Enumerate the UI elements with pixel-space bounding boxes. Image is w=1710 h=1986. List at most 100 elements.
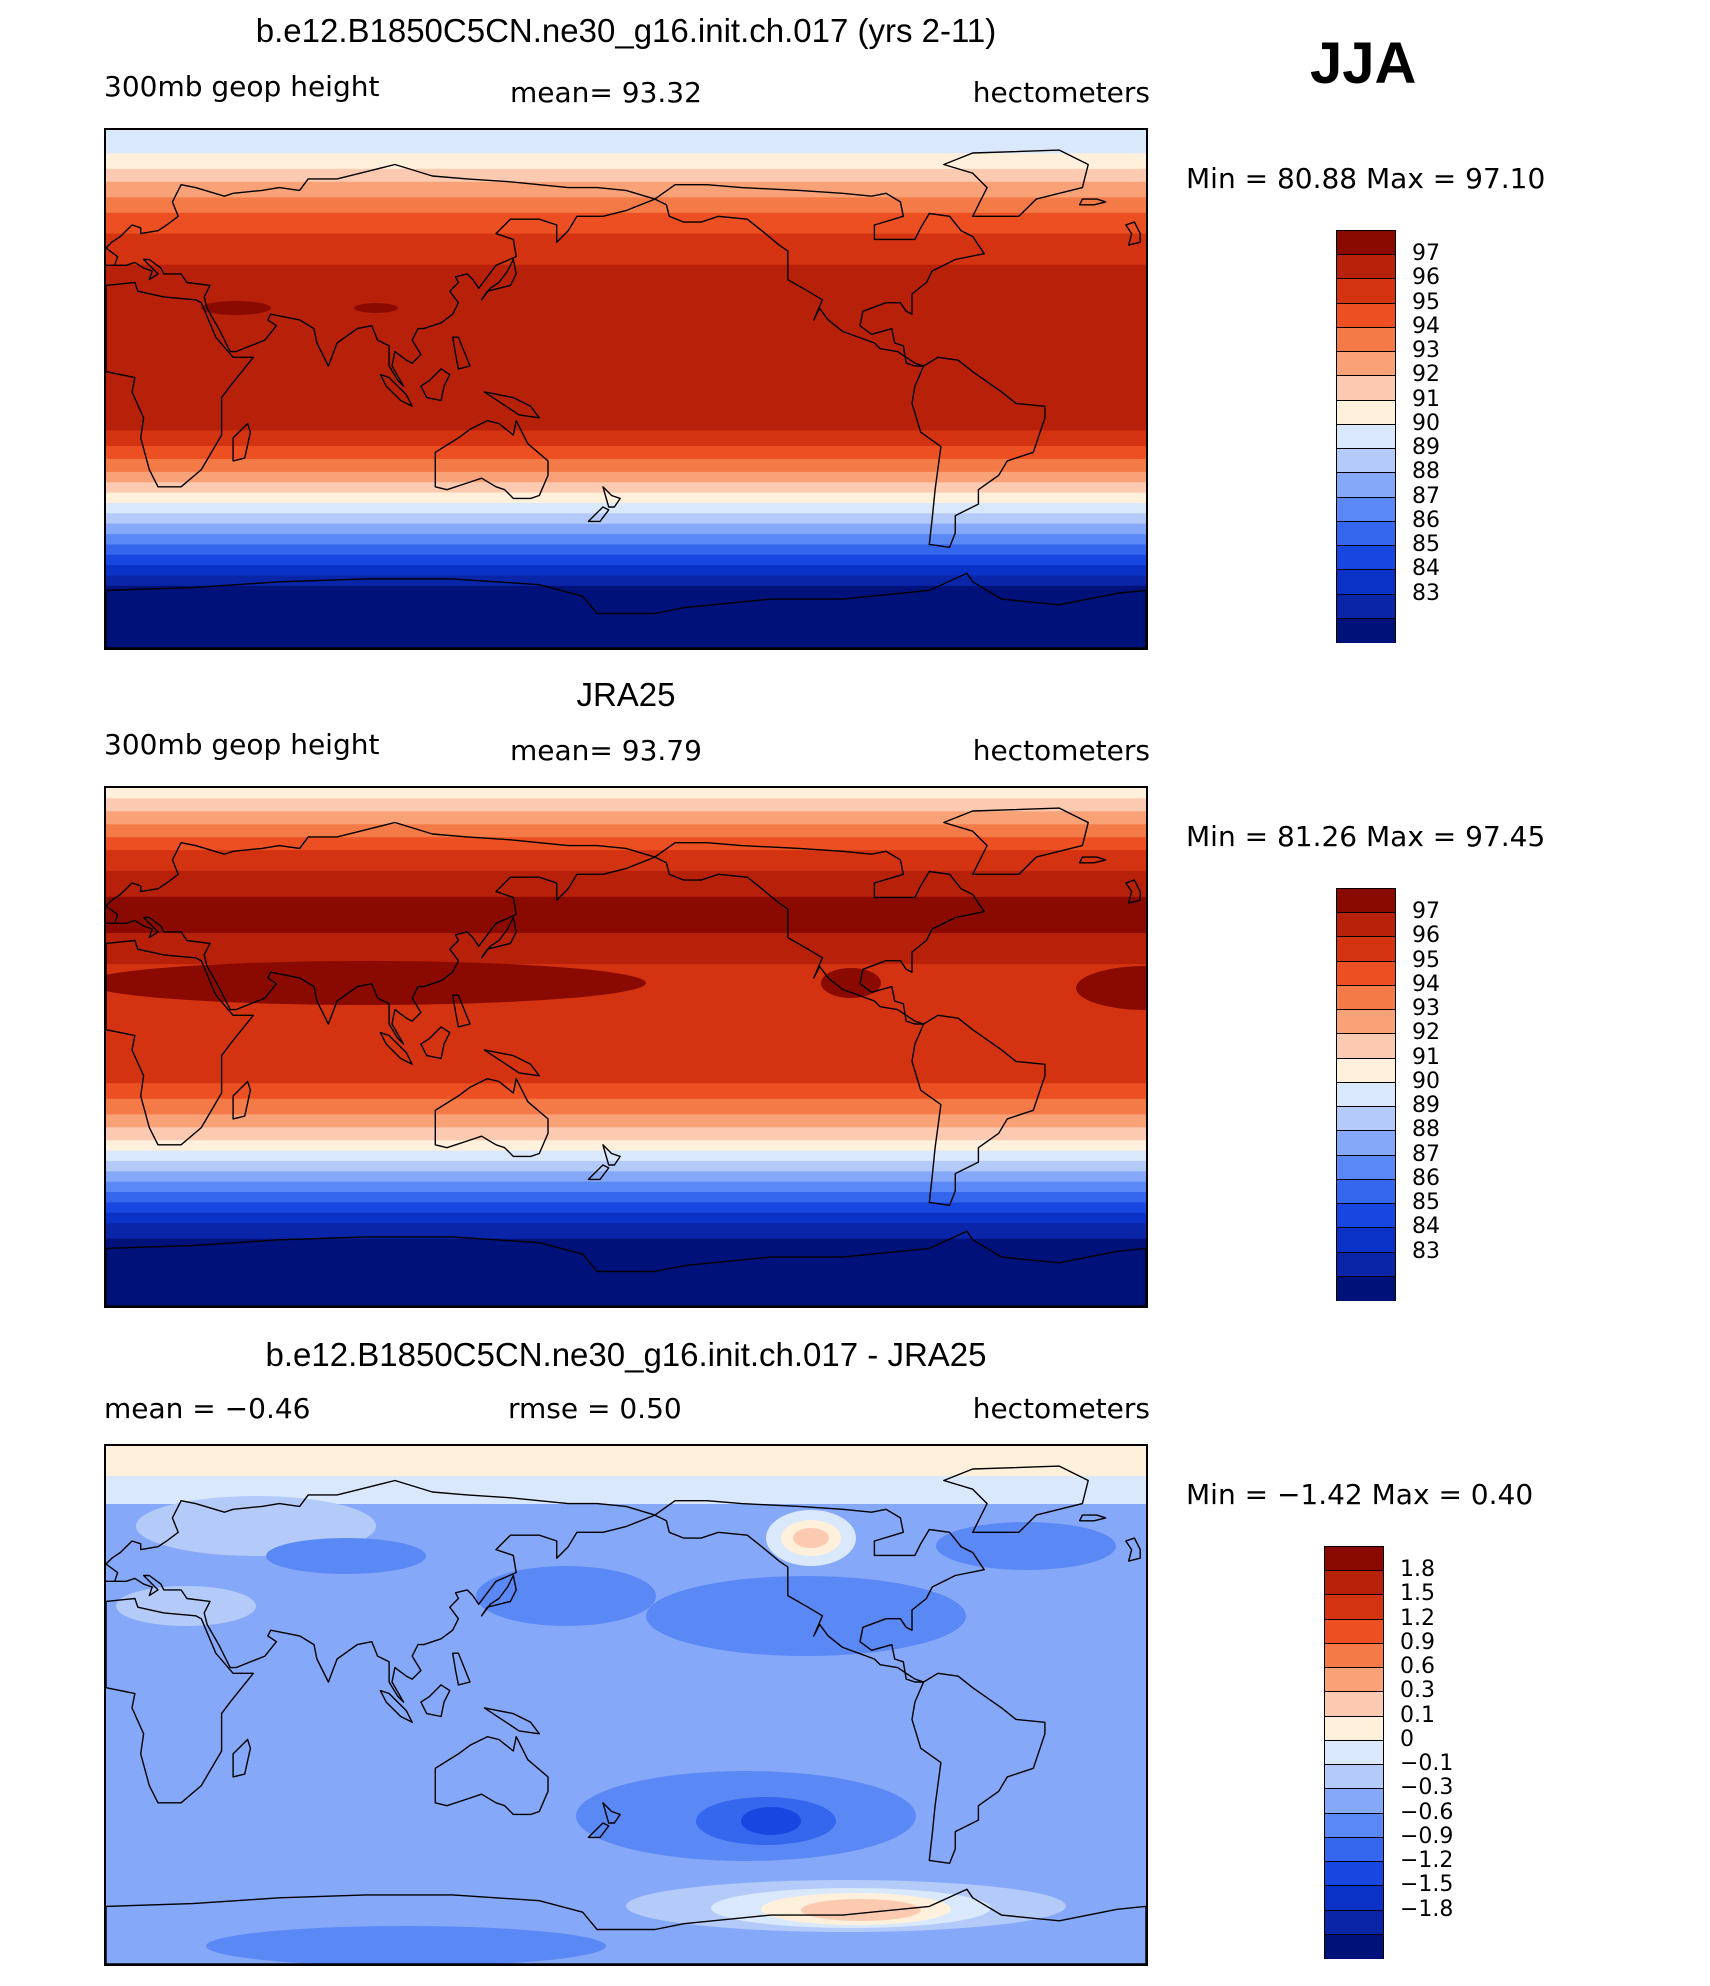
contour-band: [106, 585, 1146, 648]
colorbar-swatch: [1336, 545, 1396, 571]
contour-band: [354, 303, 398, 313]
colorbar-label: 89: [1412, 435, 1440, 461]
colorbar-swatch: [1336, 888, 1396, 914]
colorbar-label: 96: [1412, 265, 1440, 291]
colorbar-label: 0.1: [1400, 1702, 1435, 1728]
colorbar-swatch: [1336, 1154, 1396, 1180]
contour-band: [106, 811, 1146, 826]
contour-band: [106, 492, 1146, 504]
coastline: [420, 1026, 451, 1060]
panel1-minmax: Min = 80.88 Max = 97.10: [1186, 162, 1546, 195]
coastline: [106, 1230, 1146, 1306]
coastline: [1125, 221, 1141, 246]
colorbar-label: 87: [1412, 1141, 1440, 1167]
colorbar-label: 86: [1412, 507, 1440, 533]
colorbar-label: 84: [1412, 1214, 1440, 1240]
colorbar-label: −0.1: [1400, 1751, 1454, 1777]
colorbar-swatch: [1336, 912, 1396, 938]
colorbar-swatch: [1336, 351, 1396, 377]
colorbar-swatch: [1336, 1203, 1396, 1229]
colorbar-label: 95: [1412, 289, 1440, 315]
colorbar-swatch: [1336, 1106, 1396, 1132]
colorbar-label: 0: [1400, 1726, 1414, 1752]
colorbar-swatch: [1324, 1594, 1384, 1620]
panel2-units: hectometers: [972, 734, 1150, 767]
colorbar-label: 91: [1412, 1044, 1440, 1070]
colorbar-swatch: [1324, 1739, 1384, 1766]
colorbar-swatch: [1336, 254, 1396, 280]
coastline: [483, 1049, 540, 1077]
coastline: [232, 1080, 252, 1120]
colorbar-swatch: [1324, 1691, 1384, 1717]
colorbar-label: 0.9: [1400, 1629, 1435, 1655]
colorbar-label: 92: [1412, 1020, 1440, 1046]
contour-band: [266, 1538, 426, 1574]
coastline: [106, 1479, 656, 1703]
colorbar-swatch: [1336, 278, 1396, 304]
colorbar-swatch: [1324, 1812, 1384, 1838]
panel3-rmse: rmse = 0.50: [508, 1392, 682, 1425]
contour-band: [106, 850, 1146, 872]
colorbar-swatch: [1336, 302, 1396, 328]
contour-band: [106, 1181, 1146, 1194]
colorbar-label: −1.8: [1400, 1896, 1454, 1922]
coastline: [911, 1014, 1046, 1206]
contour-band: [106, 1238, 1146, 1306]
contour-band: [106, 482, 1146, 494]
season-label: JJA: [1310, 31, 1417, 96]
coastline: [1078, 198, 1107, 206]
contour-band: [106, 788, 1146, 800]
contour-band: [741, 1807, 801, 1835]
contour-band: [106, 233, 1146, 266]
coastline: [379, 1689, 413, 1723]
coastline: [654, 1500, 985, 1683]
colorbar-label: 89: [1412, 1093, 1440, 1119]
colorbar-label: 94: [1412, 313, 1440, 339]
contour-band: [106, 544, 1146, 556]
contour-band: [106, 264, 1146, 432]
panel2-mean: mean= 93.79: [510, 734, 702, 767]
map-plot: [106, 1446, 1146, 1964]
colorbar-label: −0.3: [1400, 1775, 1454, 1801]
contour-band: [106, 1127, 1146, 1142]
contour-band: [106, 197, 1146, 214]
colorbar-swatch: [1324, 1667, 1384, 1693]
colorbar-label: 93: [1412, 338, 1440, 364]
panel3-units: hectometers: [972, 1392, 1150, 1425]
coastline: [452, 1652, 471, 1686]
coastline: [434, 1078, 549, 1158]
colorbar-label: 93: [1412, 996, 1440, 1022]
colorbar-swatch: [1336, 1033, 1396, 1059]
colorbar-swatch: [1336, 1251, 1396, 1277]
contour-band: [793, 1528, 829, 1548]
panel3-colorbar: 1.8 1.5 1.2 0.9 0.6 0.3 0.1 0 −0.1 −0.3 −0.6 −0.9 −1…: [1324, 1546, 1484, 1959]
coastline: [602, 1802, 621, 1824]
colorbar-label: 95: [1412, 947, 1440, 973]
map-plot: [106, 788, 1146, 1306]
coastline: [232, 422, 252, 462]
colorbar-label: 84: [1412, 556, 1440, 582]
contour-band: [106, 153, 1146, 170]
contour-band: [106, 130, 1146, 155]
colorbar-swatch: [1324, 1861, 1384, 1887]
coastline: [1078, 1514, 1107, 1522]
coastline: [480, 258, 517, 301]
contour-band: [821, 968, 881, 998]
coastline: [452, 994, 471, 1028]
panel2-title: JRA25: [576, 676, 676, 713]
colorbar-swatch: [1336, 496, 1396, 522]
contour-band: [106, 534, 1146, 546]
panel3-mean: mean = −0.46: [104, 1392, 311, 1425]
coastline: [943, 149, 1089, 217]
colorbar-label: 1.5: [1400, 1581, 1435, 1607]
colorbar-swatch: [1336, 230, 1396, 256]
contour-band: [936, 1522, 1116, 1570]
colorbar-label: 88: [1412, 1117, 1440, 1143]
coastline: [483, 391, 540, 419]
colorbar-swatch: [1336, 1057, 1396, 1083]
coastline: [434, 1736, 549, 1816]
contour-band: [106, 502, 1146, 515]
colorbar-swatch: [1336, 472, 1396, 498]
colorbar-label: 91: [1412, 386, 1440, 412]
colorbar-swatch: [1336, 1227, 1396, 1253]
